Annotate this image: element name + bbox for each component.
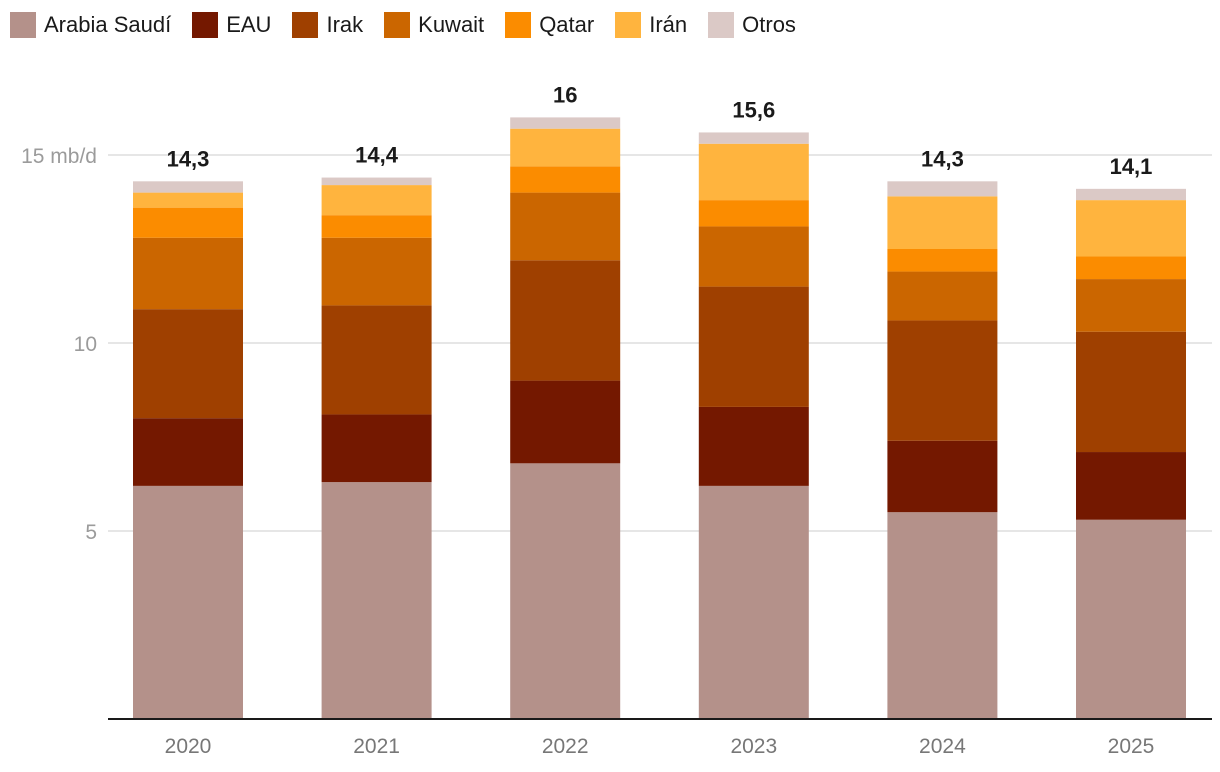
bar-2021-otros[interactable] — [321, 177, 432, 186]
bar-2024-arabia-saudi[interactable] — [887, 512, 998, 719]
bar-2023-kuwait[interactable] — [698, 226, 809, 287]
bar-2021-irak[interactable] — [321, 305, 432, 415]
bar-2025-irak[interactable] — [1076, 331, 1186, 453]
bar-2020-iran[interactable] — [133, 192, 243, 208]
bar-2021-eau[interactable] — [321, 414, 432, 483]
bar-2021-iran[interactable] — [321, 185, 432, 216]
bar-2023-arabia-saudi[interactable] — [698, 485, 809, 719]
legend-swatch-qatar — [505, 12, 532, 38]
total-label-2021: 14,4 — [355, 143, 399, 168]
x-tick-label-2020: 2020 — [165, 735, 212, 758]
legend-item-iran[interactable]: Irán — [615, 12, 687, 38]
x-tick-label-2023: 2023 — [730, 735, 777, 758]
legend-label-arabia-saudi: Arabia Saudí — [44, 12, 172, 37]
legend-item-eau[interactable]: EAU — [192, 12, 271, 38]
legend-label-eau: EAU — [226, 12, 272, 37]
legend-item-qatar[interactable]: Qatar — [505, 12, 594, 38]
x-tick-label-2025: 2025 — [1108, 735, 1155, 758]
y-tick-label-15: 15 mb/d — [21, 145, 97, 168]
total-label-2024: 14,3 — [921, 146, 964, 171]
bar-2024-otros[interactable] — [887, 181, 998, 197]
y-tick-label-10: 10 — [74, 333, 97, 356]
bar-2022-otros[interactable] — [510, 117, 621, 129]
bar-2020-qatar[interactable] — [133, 207, 243, 238]
bar-2020-otros[interactable] — [133, 181, 243, 193]
legend-label-iran: Irán — [649, 12, 688, 37]
bar-2021-kuwait[interactable] — [321, 237, 432, 306]
total-label-2020: 14,3 — [167, 146, 210, 171]
legend-swatch-arabia-saudi — [10, 12, 36, 38]
legend-swatch-otros — [708, 12, 735, 38]
legend: Arabia Saudí EAU Irak Kuwait Qatar Irán … — [10, 8, 817, 42]
x-tick-label-2022: 2022 — [542, 735, 589, 758]
bar-2021-qatar[interactable] — [321, 215, 432, 238]
y-tick-label-5: 5 — [85, 521, 97, 544]
legend-label-otros: Otros — [742, 12, 796, 37]
bar-2025-kuwait[interactable] — [1076, 279, 1186, 332]
bars — [133, 117, 1186, 719]
bar-2023-otros[interactable] — [698, 132, 809, 144]
legend-swatch-eau — [192, 12, 219, 38]
bar-2022-kuwait[interactable] — [510, 192, 621, 261]
total-label-2023: 15,6 — [732, 97, 775, 122]
bar-2024-kuwait[interactable] — [887, 271, 998, 321]
y-axis-ticks: 5 10 15 mb/d — [21, 145, 97, 544]
bar-2022-iran[interactable] — [510, 128, 621, 167]
bar-2025-arabia-saudi[interactable] — [1076, 519, 1186, 719]
bar-2024-eau[interactable] — [887, 440, 998, 513]
bar-2022-irak[interactable] — [510, 260, 621, 381]
bar-2022-arabia-saudi[interactable] — [510, 463, 621, 719]
x-tick-label-2021: 2021 — [353, 735, 400, 758]
legend-label-kuwait: Kuwait — [418, 12, 485, 37]
total-label-2025: 14,1 — [1110, 154, 1153, 179]
x-axis-ticks: 2020 2021 2022 2023 2024 2025 — [165, 735, 1155, 758]
bar-2022-eau[interactable] — [510, 380, 621, 464]
legend-item-otros[interactable]: Otros — [708, 12, 796, 38]
legend-swatch-iran — [615, 12, 642, 38]
legend-swatch-kuwait — [384, 12, 411, 38]
legend-label-qatar: Qatar — [539, 12, 595, 37]
legend-label-irak: Irak — [326, 12, 364, 37]
bar-2020-kuwait[interactable] — [133, 237, 243, 310]
legend-swatch-irak — [292, 12, 319, 38]
x-tick-label-2024: 2024 — [919, 735, 966, 758]
bar-2025-eau[interactable] — [1076, 452, 1186, 520]
bar-2023-eau[interactable] — [698, 406, 809, 486]
bar-2023-irak[interactable] — [698, 286, 809, 407]
bar-2024-irak[interactable] — [887, 320, 998, 441]
bar-2025-iran[interactable] — [1076, 200, 1186, 257]
total-label-2022: 16 — [553, 82, 577, 107]
bar-2025-qatar[interactable] — [1076, 256, 1186, 280]
bar-2024-qatar[interactable] — [887, 249, 998, 272]
bar-2020-eau[interactable] — [133, 418, 243, 486]
total-labels: 14,3 14,4 16 15,6 14,3 14,1 — [167, 82, 1153, 178]
bar-2024-iran[interactable] — [887, 196, 998, 249]
bar-2023-qatar[interactable] — [698, 200, 809, 227]
bar-2023-iran[interactable] — [698, 143, 809, 201]
bar-2021-arabia-saudi[interactable] — [321, 482, 432, 719]
legend-item-arabia-saudi[interactable]: Arabia Saudí — [10, 12, 171, 38]
bar-2022-qatar[interactable] — [510, 166, 621, 193]
bar-2025-otros[interactable] — [1076, 188, 1186, 201]
gridlines — [108, 154, 1212, 532]
legend-item-irak[interactable]: Irak — [292, 12, 363, 38]
bar-2020-irak[interactable] — [133, 309, 243, 419]
bar-2020-arabia-saudi[interactable] — [133, 485, 243, 719]
legend-item-kuwait[interactable]: Kuwait — [384, 12, 484, 38]
